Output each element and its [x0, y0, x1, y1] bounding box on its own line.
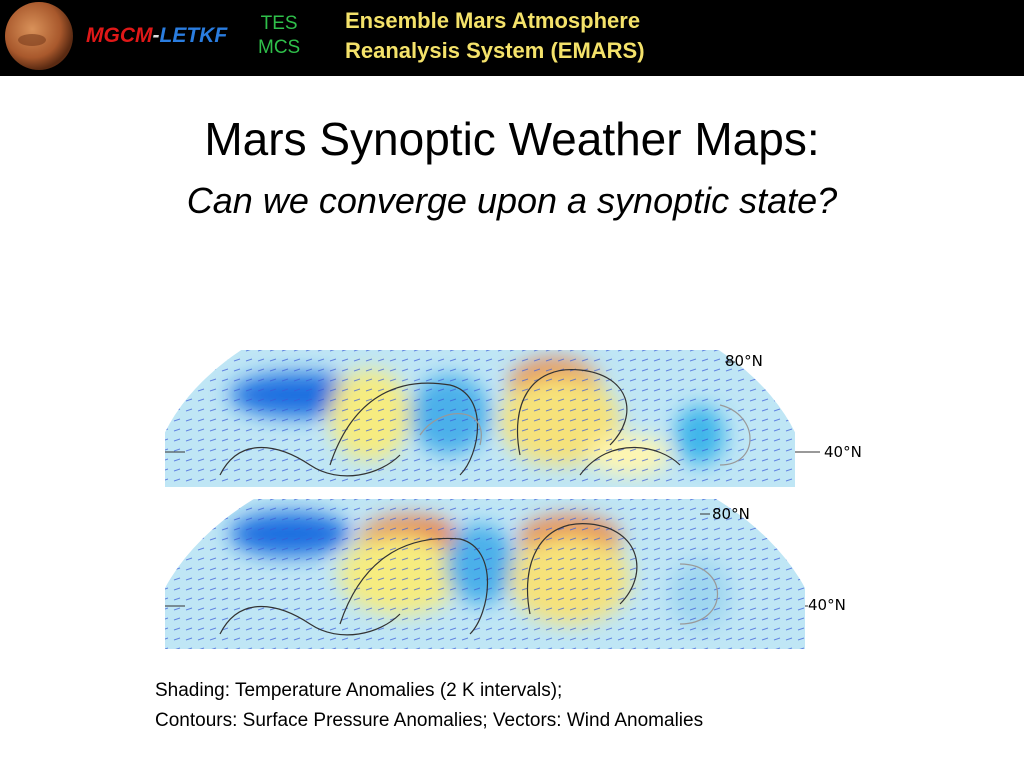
weather-map	[165, 350, 820, 487]
logo-dash: -	[152, 24, 160, 47]
header-bar: MGCM-LETKF TES MCS Ensemble Mars Atmosph…	[0, 0, 1024, 76]
instrument: MCS	[258, 37, 301, 58]
header-title-line: Ensemble Mars Atmosphere	[345, 8, 641, 33]
map-graphic	[165, 350, 820, 487]
logo-mgcm: MGCM	[86, 24, 153, 47]
logo-letkf: LETKF	[159, 24, 228, 47]
weather-map	[165, 499, 808, 649]
instruments: TES MCS	[258, 12, 300, 60]
mars-icon	[5, 2, 73, 70]
caption-line: Shading: Temperature Anomalies (2 K inte…	[155, 680, 563, 701]
header-title: Ensemble Mars Atmosphere Reanalysis Syst…	[345, 6, 645, 66]
caption: Shading: Temperature Anomalies (2 K inte…	[155, 676, 703, 736]
slide-title: Mars Synoptic Weather Maps:	[204, 113, 820, 165]
slide-subtitle: Can we converge upon a synoptic state?	[186, 180, 838, 221]
logo: MGCM-LETKF	[86, 24, 227, 48]
latitude-label: 80°N	[725, 352, 763, 370]
instrument: TES	[260, 13, 298, 34]
caption-line: Contours: Surface Pressure Anomalies; Ve…	[155, 710, 704, 731]
header-title-line: Reanalysis System (EMARS)	[345, 38, 645, 63]
latitude-label: 80°N	[712, 505, 750, 523]
map-graphic	[165, 499, 808, 649]
latitude-label: 40°N	[808, 596, 846, 614]
latitude-label: 40°N	[824, 443, 862, 461]
